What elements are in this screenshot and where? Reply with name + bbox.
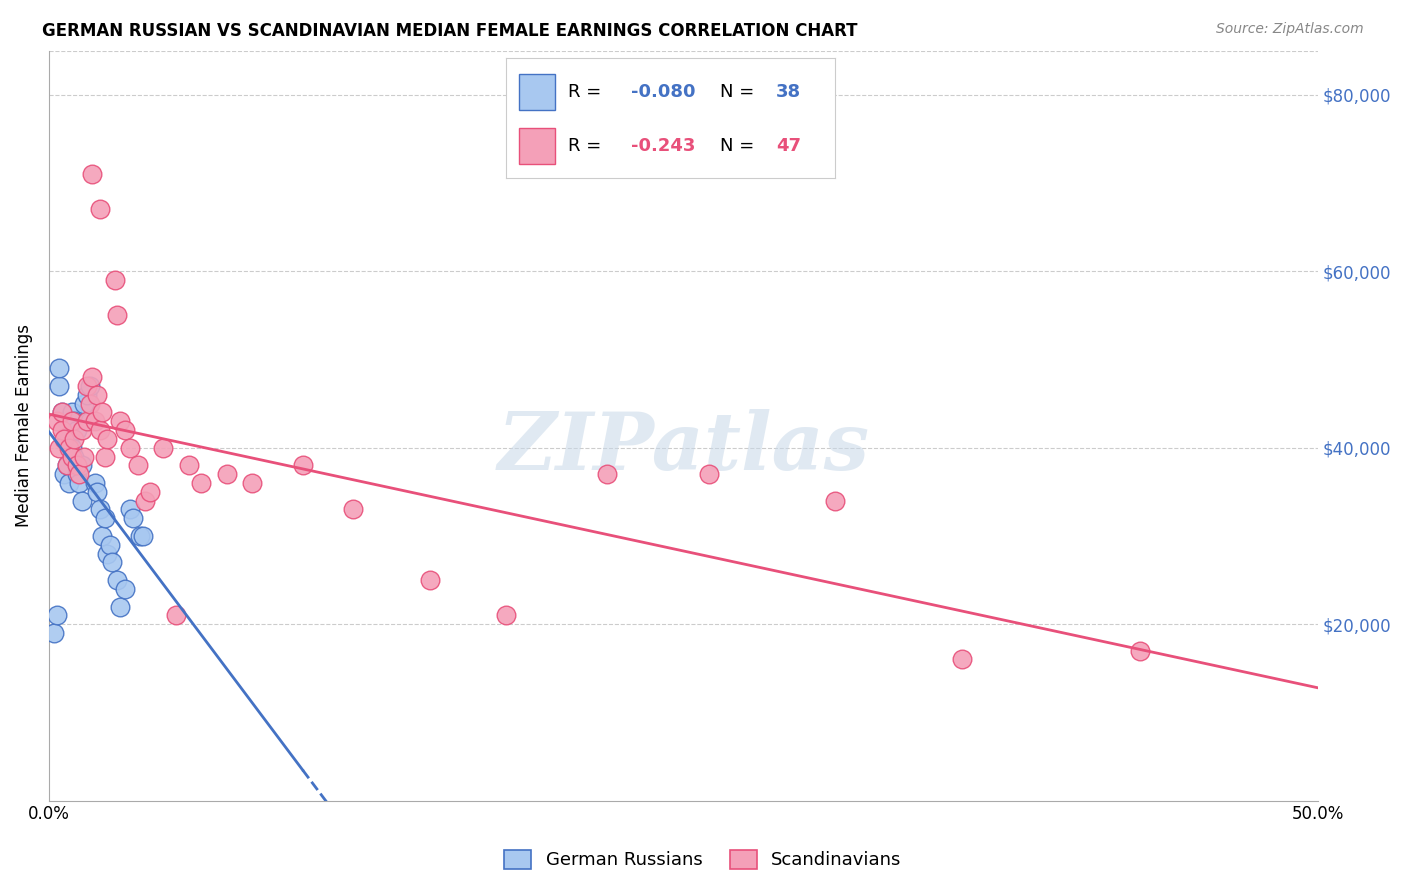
Point	[60, 441, 83, 455]
Point	[66, 467, 89, 482]
Point	[45, 608, 67, 623]
Point	[120, 502, 142, 516]
Point	[342, 502, 364, 516]
Point	[60, 414, 83, 428]
Point	[70, 423, 93, 437]
Point	[165, 608, 187, 623]
Point	[94, 511, 117, 525]
Point	[45, 414, 67, 428]
Point	[58, 432, 80, 446]
Point	[132, 529, 155, 543]
Point	[70, 493, 93, 508]
Point	[177, 458, 200, 473]
Point	[63, 432, 86, 446]
Point	[108, 414, 131, 428]
Point	[55, 458, 77, 473]
Point	[60, 405, 83, 419]
Point	[91, 405, 114, 419]
Text: ZIPatlas: ZIPatlas	[498, 409, 869, 487]
Point	[240, 475, 263, 490]
Point	[824, 493, 846, 508]
Point	[82, 167, 104, 181]
Point	[83, 475, 105, 490]
Point	[121, 511, 143, 525]
Point	[42, 626, 65, 640]
Point	[51, 423, 73, 437]
Point	[96, 547, 118, 561]
Point	[108, 599, 131, 614]
Point	[63, 414, 86, 428]
Point	[104, 273, 127, 287]
Point	[70, 458, 93, 473]
Point	[120, 441, 142, 455]
Point	[76, 388, 98, 402]
Point	[67, 467, 90, 482]
Point	[51, 405, 73, 419]
Point	[48, 441, 70, 455]
Point	[83, 414, 105, 428]
Point	[114, 423, 136, 437]
Point	[58, 475, 80, 490]
Point	[215, 467, 238, 482]
Point	[134, 493, 156, 508]
Point	[152, 441, 174, 455]
Point	[98, 538, 121, 552]
Text: GERMAN RUSSIAN VS SCANDINAVIAN MEDIAN FEMALE EARNINGS CORRELATION CHART: GERMAN RUSSIAN VS SCANDINAVIAN MEDIAN FE…	[42, 22, 858, 40]
Point	[129, 529, 152, 543]
Point	[66, 423, 89, 437]
Point	[697, 467, 720, 482]
Point	[1129, 643, 1152, 657]
Point	[79, 396, 101, 410]
Point	[91, 529, 114, 543]
Point	[76, 414, 98, 428]
Point	[139, 484, 162, 499]
Point	[107, 573, 129, 587]
Point	[291, 458, 314, 473]
Point	[127, 458, 149, 473]
Point	[86, 484, 108, 499]
Text: Source: ZipAtlas.com: Source: ZipAtlas.com	[1216, 22, 1364, 37]
Point	[89, 423, 111, 437]
Point	[79, 414, 101, 428]
Point	[55, 458, 77, 473]
Point	[48, 379, 70, 393]
Point	[60, 450, 83, 464]
Point	[79, 379, 101, 393]
Point	[86, 388, 108, 402]
Point	[67, 475, 90, 490]
Point	[419, 573, 441, 587]
Point	[48, 361, 70, 376]
Point	[51, 405, 73, 419]
Point	[94, 450, 117, 464]
Point	[55, 414, 77, 428]
Point	[53, 467, 76, 482]
Point	[596, 467, 619, 482]
Point	[76, 379, 98, 393]
Point	[107, 309, 129, 323]
Point	[63, 450, 86, 464]
Point	[53, 432, 76, 446]
Point	[58, 441, 80, 455]
Point	[950, 652, 973, 666]
Legend: German Russians, Scandinavians: German Russians, Scandinavians	[495, 841, 911, 879]
Point	[82, 370, 104, 384]
Point	[101, 555, 124, 569]
Point	[89, 502, 111, 516]
Point	[73, 396, 96, 410]
Point	[66, 458, 89, 473]
Point	[190, 475, 212, 490]
Y-axis label: Median Female Earnings: Median Female Earnings	[15, 324, 32, 527]
Point	[73, 450, 96, 464]
Point	[96, 432, 118, 446]
Point	[495, 608, 517, 623]
Point	[114, 582, 136, 596]
Point	[89, 202, 111, 217]
